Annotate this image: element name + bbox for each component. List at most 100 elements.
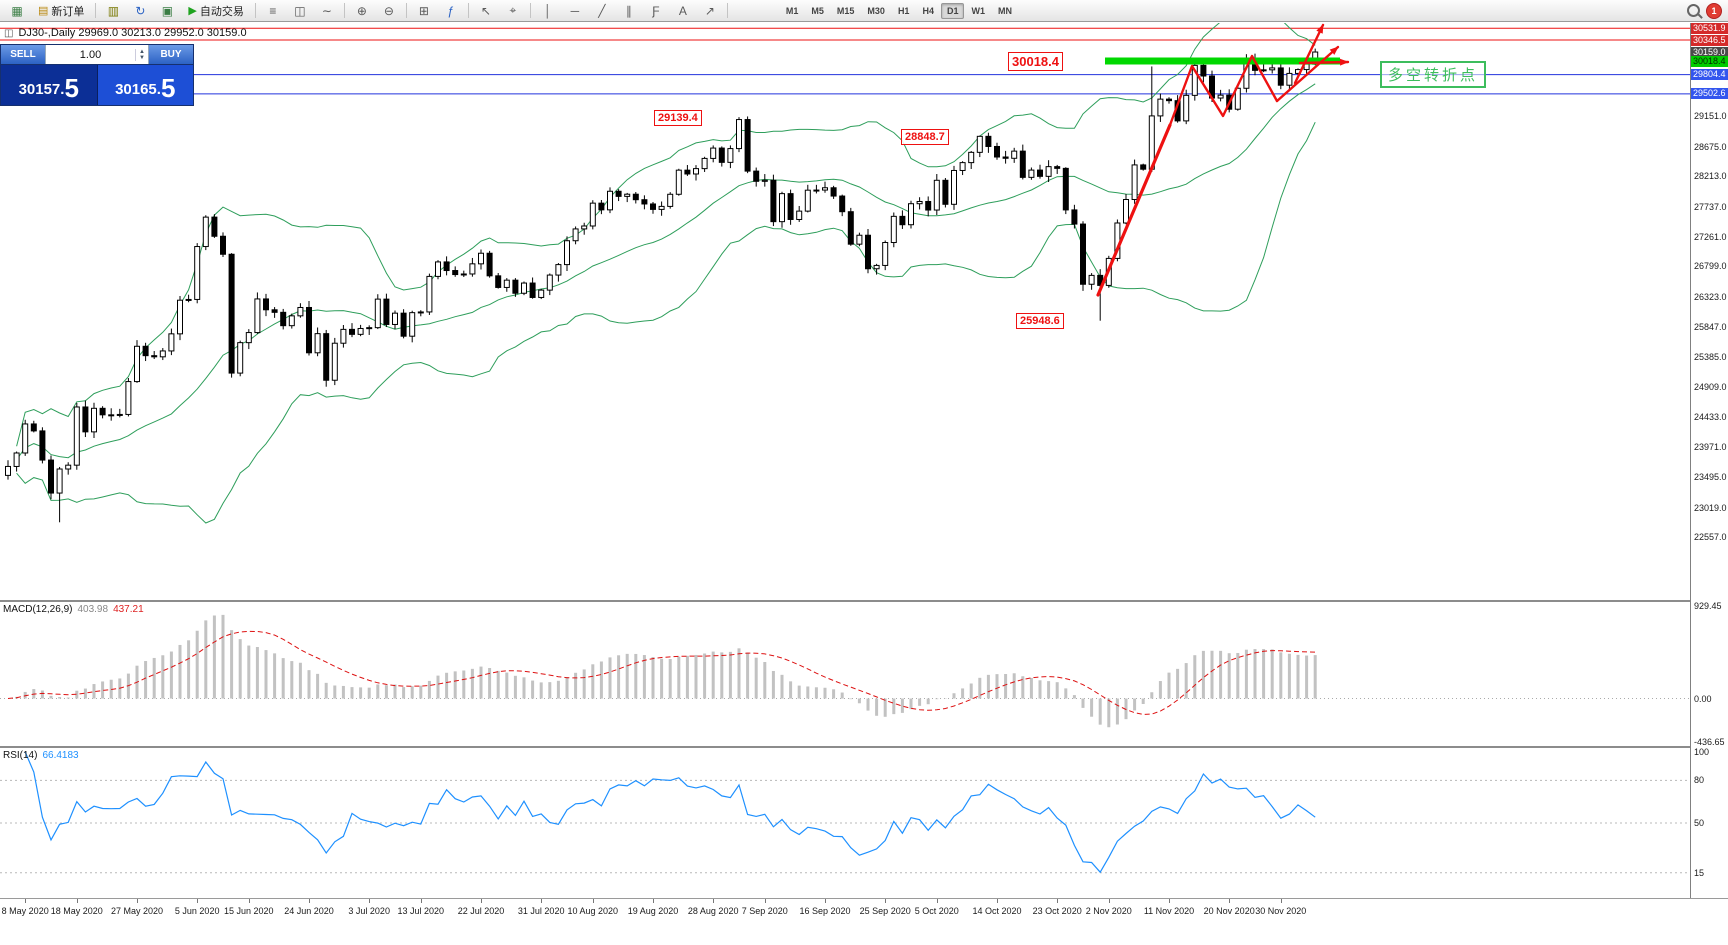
time-tick (997, 899, 998, 903)
time-axis-label: 23 Oct 2020 (1032, 906, 1082, 916)
new-chart-icon[interactable]: ▦ (11, 3, 23, 18)
timeframe-m15[interactable]: M15 (836, 5, 855, 16)
time-tick (309, 899, 310, 903)
candlestick-chart-icon[interactable]: ◫ (294, 3, 306, 18)
arrows-tool-icon[interactable]: ↗ (704, 3, 715, 18)
sell-price[interactable]: 30157. 5 (1, 65, 98, 105)
zoom-in-icon[interactable]: ⊕ (356, 3, 367, 18)
time-axis-label: 2 Nov 2020 (1085, 906, 1132, 916)
refresh-icon[interactable]: ↻ (135, 3, 146, 18)
macd-panel-canvas[interactable] (0, 602, 1690, 746)
text-tool-icon[interactable]: A (678, 3, 687, 18)
macd-axis-label: 929.45 (1694, 601, 1722, 611)
timeframe-h1[interactable]: H1 (897, 5, 910, 16)
macd-axis-label: 0.00 (1694, 693, 1712, 704)
price-axis[interactable]: 29151.0 28675.0 28213.0 27737.0 27261.0 26799… (1690, 22, 1728, 898)
timeframe-group: M1 M5 M15 M30 H1 H4 D1 W1 MN (780, 2, 1018, 19)
timeframe-m1[interactable]: M1 (785, 5, 799, 16)
volume-stepper[interactable]: 1.00 ▲ ▼ (45, 45, 149, 64)
buy-button[interactable]: BUY (149, 45, 193, 64)
price-label-29139[interactable]: 29139.4 (654, 110, 702, 126)
timeframe-h4[interactable]: H4 (922, 5, 934, 16)
macd-signal-value: 437.21 (113, 604, 144, 615)
bar-chart-icon[interactable]: ≡ (269, 3, 277, 18)
fibonacci-icon[interactable]: Ƒ (652, 3, 660, 18)
toolbar-separator (529, 3, 531, 18)
zoom-out-icon[interactable]: ⊖ (383, 3, 394, 18)
macd-main-value: 403.98 (77, 604, 109, 615)
toolbar-separator (726, 3, 728, 18)
timeframe-w1[interactable]: W1 (971, 5, 985, 16)
time-axis-label: 13 Jul 2020 (397, 906, 445, 916)
vertical-line-icon[interactable]: │ (544, 3, 552, 18)
sell-button[interactable]: SELL (1, 45, 45, 64)
price-label-28848[interactable]: 28848.7 (901, 129, 949, 145)
timeframe-d1[interactable]: D1 (940, 2, 965, 19)
buy-price[interactable]: 30165. 5 (97, 65, 193, 105)
line-chart-icon[interactable]: ∼ (321, 3, 332, 18)
time-axis-label: 7 Sep 2020 (741, 906, 788, 916)
autotrading-button[interactable]: ▶ 自动交易 (181, 1, 250, 21)
time-axis-label: 27 May 2020 (110, 906, 164, 916)
time-tick (653, 899, 654, 903)
price-axis-label: 27737.0 (1694, 201, 1727, 212)
time-tick (764, 899, 766, 903)
turning-point-label[interactable]: 多空转折点 (1380, 61, 1487, 88)
price-axis-label: 26323.0 (1694, 291, 1727, 302)
rsi-axis-label: 15 (1694, 867, 1705, 878)
time-tick (541, 899, 543, 903)
timeframe-m5[interactable]: M5 (811, 5, 824, 16)
volume-up-icon[interactable]: ▲ (139, 48, 145, 55)
price-tag: 30159.0 (1691, 46, 1728, 58)
price-axis-label: 28213.0 (1694, 171, 1727, 182)
notification-badge[interactable]: 1 (1706, 2, 1722, 19)
price-label-25948[interactable]: 25948.6 (1016, 313, 1064, 329)
time-tick (1280, 899, 1282, 903)
time-axis-label: 20 Nov 2020 (1203, 906, 1255, 916)
price-axis-label: 27261.0 (1694, 231, 1727, 242)
autotrading-button-label: 自动交易 (199, 5, 244, 18)
volume-value[interactable]: 1.00 (79, 48, 102, 61)
timeframe-m30[interactable]: M30 (867, 5, 885, 16)
time-axis-label: 8 May 2020 (1, 906, 49, 916)
time-axis-label: 31 Jul 2020 (517, 906, 565, 916)
cursor-icon[interactable]: ↖ (480, 3, 491, 18)
time-tick (1057, 899, 1059, 903)
chart-profiles-icon[interactable]: ▥ (107, 3, 120, 18)
buy-price-main: 30165. (115, 81, 161, 98)
tile-windows-icon[interactable]: ⊞ (418, 3, 429, 18)
price-axis-label: 26799.0 (1694, 261, 1727, 272)
time-axis-label: 11 Nov 2020 (1143, 906, 1195, 916)
rsi-axis-label: 100 (1694, 747, 1710, 757)
timeframe-mn[interactable]: MN (997, 5, 1012, 16)
ohlc-header: ◫ DJ30-,Daily 29969.0 30213.0 29952.0 30… (4, 27, 247, 39)
rsi-separator[interactable] (0, 746, 1728, 748)
rsi-panel-canvas[interactable] (0, 748, 1690, 898)
macd-separator[interactable] (0, 600, 1728, 602)
channel-icon[interactable]: ∥ (625, 3, 632, 18)
indicators-icon[interactable]: ƒ (447, 3, 455, 18)
search-icon[interactable] (1687, 4, 1700, 17)
time-tick (1108, 899, 1110, 903)
volume-spinner[interactable]: ▲ ▼ (135, 48, 148, 61)
time-tick (1229, 899, 1231, 903)
new-order-button[interactable]: ▤ 新订单 (31, 1, 91, 21)
terminal-icon[interactable]: ▣ (161, 3, 174, 18)
price-axis-label: 28675.0 (1694, 141, 1727, 152)
time-tick (1169, 899, 1170, 903)
time-axis[interactable]: 8 May 2020 18 May 2020 27 May 2020 5 Jun 20… (0, 899, 1690, 922)
volume-down-icon[interactable]: ▼ (139, 54, 145, 61)
crosshair-icon[interactable]: ⌖ (509, 3, 517, 17)
autotrading-button-icon: ▶ (188, 5, 197, 17)
macd-axis-label: -436.65 (1694, 737, 1725, 747)
rsi-value: 66.4183 (42, 750, 79, 761)
time-axis-separator (0, 898, 1728, 899)
trendline-icon[interactable]: ╱ (598, 3, 606, 18)
price-label-30018[interactable]: 30018.4 (1008, 52, 1063, 71)
price-axis-label: 25847.0 (1694, 322, 1727, 333)
price-axis-label: 22557.0 (1694, 532, 1727, 543)
main-chart-canvas[interactable] (0, 23, 1690, 600)
horizontal-line-icon[interactable]: ─ (570, 3, 580, 18)
time-tick (481, 899, 482, 903)
macd-name: MACD(12,26,9) (3, 604, 73, 615)
